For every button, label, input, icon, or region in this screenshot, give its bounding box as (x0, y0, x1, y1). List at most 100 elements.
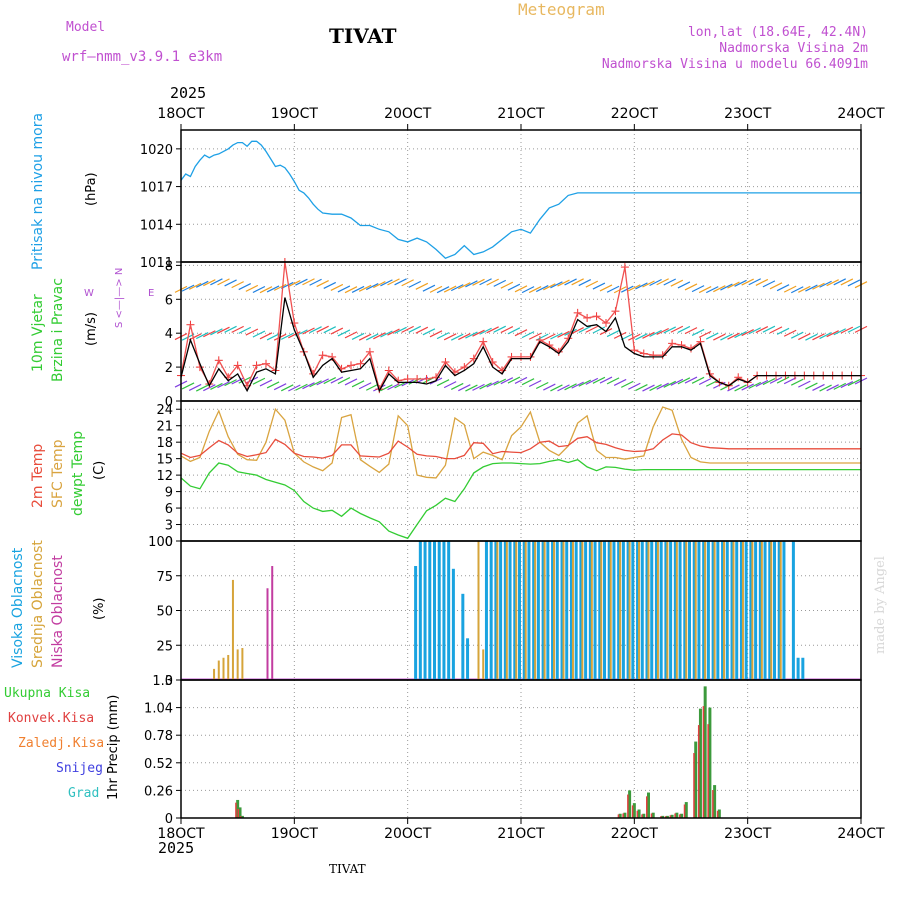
precip-bar-total (632, 803, 636, 818)
time-label-top: 24OCT (837, 106, 885, 122)
wind-barb (741, 278, 754, 286)
cloud-bar-high (716, 541, 720, 680)
cloud-bar-high (551, 541, 555, 680)
wind-barb (195, 384, 209, 392)
cloud-bar-high (739, 541, 743, 680)
wind-barb (727, 332, 740, 340)
precip-bar-total (665, 815, 669, 818)
precip-bar-total (694, 741, 698, 818)
precip-bar-total (637, 809, 641, 818)
wind-barb (847, 325, 861, 333)
wind-barb (238, 326, 252, 334)
cloud-bar-high (621, 541, 625, 680)
cloud-bar-high (749, 541, 753, 680)
wind-barb (493, 279, 507, 287)
cloud-bar-mid (666, 541, 669, 680)
wind-barb (790, 378, 804, 386)
wind-barb (833, 278, 847, 286)
wind-barb (628, 284, 641, 292)
wind-barb (599, 284, 613, 292)
wind-barb (217, 278, 230, 286)
cloud-bar-high (636, 541, 640, 680)
precip-bar-conv (650, 813, 653, 818)
wind-barb (649, 329, 662, 337)
wind-barb (436, 286, 450, 294)
wind-barb (210, 278, 223, 286)
precip-bar-conv (683, 804, 686, 818)
wind-barb (578, 279, 592, 287)
wind-barb (231, 377, 244, 385)
wind-barb (535, 333, 549, 341)
cloud-bar-high (466, 638, 470, 680)
precip-bar-conv (669, 815, 672, 818)
precip-bar-conv (674, 813, 676, 818)
cloud-bar-high (588, 541, 592, 680)
wind-barb (188, 333, 202, 341)
cloud-bar-mid (482, 649, 485, 680)
wind-barb (819, 331, 832, 340)
cloud-bar-high (503, 541, 507, 680)
precip-bar-total (661, 815, 665, 818)
precip-bar-total (717, 809, 721, 818)
wind-barb (819, 384, 832, 392)
cloud-bar-high (518, 541, 521, 680)
wind-barb (224, 325, 237, 333)
cloud-bar-mid (553, 541, 556, 680)
wind-barb (486, 326, 499, 334)
wind-barb (500, 281, 514, 289)
precip-bar-total (623, 812, 627, 818)
cloud-bar-high (541, 541, 545, 680)
time-label-bottom: 23OCT (724, 826, 772, 842)
wind-barb (500, 377, 514, 385)
model-altitude-info: Nadmorska Visina u modelu 66.4091m (601, 57, 868, 72)
wind-barb (344, 331, 358, 339)
wind-barb (762, 378, 776, 386)
model-name: wrf–nmm_v3.9.1 e3km (62, 49, 223, 65)
ytick-label-wind: 4 (165, 327, 173, 342)
wind-barb (656, 382, 669, 390)
precip-bar-total (675, 812, 679, 818)
wind-barb (514, 329, 528, 337)
wind-barb (819, 280, 832, 288)
wind-barb (783, 329, 797, 337)
ytick-label-precip: 1.3 (152, 674, 173, 689)
wind-barb (691, 285, 705, 293)
wind-barb (387, 328, 400, 336)
ytick-label-cloud: 0 (165, 674, 173, 689)
cloud-bar-high (418, 541, 422, 680)
cloud-bar-high (484, 541, 488, 680)
wind-barb (181, 284, 195, 292)
temp-dewpt-line (180, 458, 861, 540)
wind-barb (436, 332, 450, 340)
wind-barb (840, 326, 854, 334)
wind-barb (585, 280, 599, 288)
wind-barb (613, 331, 627, 339)
wind-barb (805, 382, 818, 390)
wind-barb (514, 376, 528, 384)
wind-barb (450, 333, 464, 341)
wind-barb (288, 280, 301, 288)
cloud-bar-high (706, 541, 710, 680)
wind-barb (812, 282, 825, 290)
wind-barb (429, 285, 443, 293)
precip-bar-conv (631, 805, 634, 818)
cloud-bar-mid (675, 541, 678, 680)
model-label: Model (66, 20, 106, 35)
wind-barb (656, 327, 669, 336)
wind-barb (316, 325, 329, 333)
cloud-bar-high (650, 541, 654, 680)
time-label-bottom: 20OCT (384, 826, 432, 842)
cloud-bar-high (451, 568, 455, 680)
wind-barb (266, 381, 280, 389)
wind-barb (358, 333, 372, 341)
wind-barb (585, 325, 599, 333)
wind-barb (635, 384, 648, 392)
cloud-bar-high (584, 541, 588, 680)
wind-barb (316, 378, 329, 386)
wind-barb (280, 332, 294, 340)
cloud-bar-high (569, 541, 573, 680)
wind-barb (507, 283, 521, 291)
precip-bar-conv (660, 816, 662, 818)
time-label-bottom: 19OCT (271, 826, 319, 842)
wind-barb (826, 384, 839, 392)
